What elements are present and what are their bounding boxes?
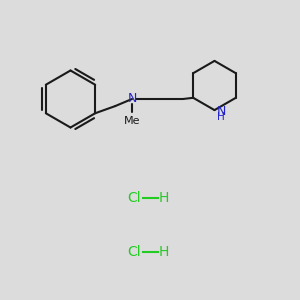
Text: H: H	[159, 191, 169, 205]
Text: H: H	[217, 112, 225, 122]
Text: H: H	[159, 245, 169, 259]
Text: N: N	[217, 105, 226, 118]
Text: Me: Me	[124, 116, 140, 126]
Text: Cl: Cl	[128, 191, 141, 205]
Text: N: N	[127, 92, 137, 106]
Text: Cl: Cl	[128, 245, 141, 259]
